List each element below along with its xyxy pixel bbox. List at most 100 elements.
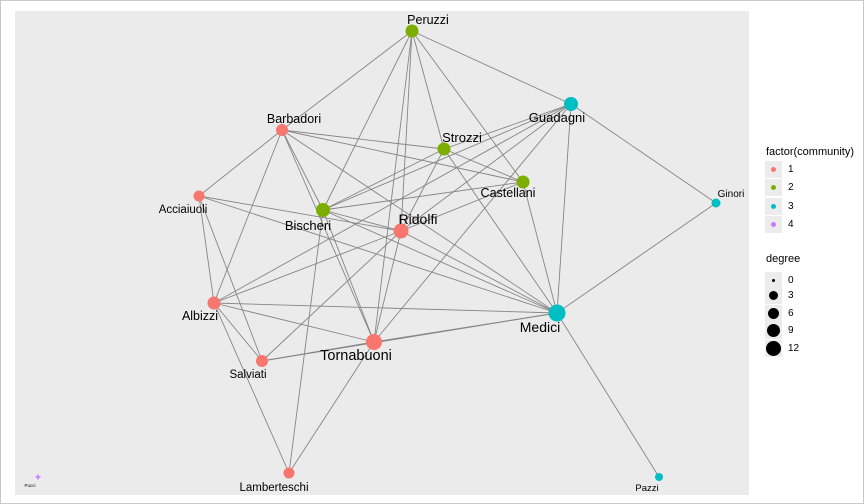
edge-Barbadori-Medici — [281, 129, 558, 314]
legend-item-label: 1 — [788, 164, 794, 175]
edge-Guadagni-Tornabuoni — [373, 103, 572, 343]
node-label-Ginori: Ginori — [718, 189, 745, 200]
node-Lamberteschi — [283, 467, 295, 479]
node-Strozzi — [437, 142, 451, 156]
edge-Medici-Pazzi — [556, 312, 660, 478]
edge-Castellani-Ridolfi — [400, 181, 524, 232]
node-Ginori — [711, 198, 721, 208]
edge-Albizzi-Tornabuoni — [213, 302, 375, 343]
legend-item-degree-6: 6 — [765, 305, 794, 322]
degree-0-dot-icon — [772, 279, 775, 282]
legend-community-title: factor(community) — [766, 146, 855, 158]
legend-item-community-3: 3 — [765, 197, 854, 215]
edge-Salviati-Tornabuoni — [261, 341, 375, 362]
node-Pucci-plus-icon — [35, 474, 41, 480]
edge-Acciaiuoli-Medici — [198, 195, 558, 314]
edge-Ginori-Guadagni — [570, 103, 717, 204]
edge-Castellani-Medici — [522, 181, 558, 314]
edge-Bischeri-Guadagni — [322, 103, 572, 211]
edge-Barbadori-Bischeri — [281, 129, 324, 211]
edge-Albizzi-Barbadori — [213, 129, 283, 304]
node-label-Castellani: Castellani — [481, 186, 536, 200]
degree-3-dot-icon — [769, 291, 778, 300]
node-label-Barbadori: Barbadori — [267, 112, 321, 126]
edge-Guadagni-Medici — [556, 103, 572, 314]
edge-Medici-Strozzi — [443, 148, 558, 314]
node-Guadagni — [564, 97, 578, 111]
edge-Ridolfi-Tornabuoni — [373, 230, 402, 343]
legend-item-degree-12: 12 — [765, 340, 799, 357]
legend-key — [765, 287, 782, 304]
legend-key — [765, 197, 782, 215]
edge-Guadagni-Ridolfi — [400, 103, 572, 232]
node-Castellani — [516, 175, 530, 189]
node-label-Albizzi: Albizzi — [182, 309, 218, 323]
edge-Bischeri-Medici — [322, 209, 558, 314]
node-Ridolfi — [393, 223, 409, 239]
legend-item-label: 3 — [788, 200, 794, 212]
legend-item-degree-9: 9 — [765, 322, 794, 339]
edge-Guadagni-Strozzi — [443, 103, 572, 150]
legend-degree: degree 0 3 6 9 12 — [765, 253, 863, 368]
node-Pazzi — [655, 473, 663, 481]
legend-key — [765, 179, 782, 197]
node-label-Ridolfi: Ridolfi — [399, 211, 438, 227]
degree-12-dot-icon — [766, 341, 781, 356]
legend-item-label: 2 — [788, 182, 794, 194]
edge-Medici-Tornabuoni — [373, 312, 558, 343]
node-Tornabuoni — [366, 334, 382, 350]
node-label-Guadagni: Guadagni — [529, 110, 585, 125]
community-3-dot-icon — [771, 203, 776, 209]
edge-Ridolfi-Salviati — [261, 230, 402, 362]
edge-Albizzi-Medici — [213, 302, 558, 314]
edge-Barbadori-Castellani — [281, 129, 524, 183]
edge-Peruzzi-Ridolfi — [400, 30, 413, 232]
edge-Lamberteschi-Tornabuoni — [288, 341, 375, 474]
degree-9-dot-icon — [767, 324, 780, 337]
node-label-Strozzi: Strozzi — [442, 130, 482, 145]
legend-key — [765, 322, 782, 339]
edge-Albizzi-Ridolfi — [213, 230, 402, 304]
legend-key — [765, 272, 782, 289]
node-layer — [35, 24, 721, 481]
legend-item-label: 0 — [788, 275, 794, 286]
edge-Barbadori-Strozzi — [281, 129, 445, 150]
legend-item-degree-3: 3 — [765, 287, 794, 304]
edge-Ridolfi-Strozzi — [400, 148, 445, 232]
edge-Castellani-Peruzzi — [411, 30, 524, 183]
node-label-Tornabuoni: Tornabuoni — [320, 348, 392, 364]
node-label-layer: Acciaiuoli Albizzi Barbadori Bischeri Castel… — [24, 13, 744, 494]
community-4-dot-icon — [771, 221, 776, 227]
legend-item-community-1: 1 — [765, 161, 854, 178]
legend-item-label: 9 — [788, 325, 794, 336]
edge-Peruzzi-Tornabuoni — [373, 30, 413, 343]
edge-Bischeri-Peruzzi — [322, 30, 413, 211]
legend-community: factor(community) 1 2 3 4 — [765, 146, 854, 234]
edge-Guadagni-Peruzzi — [411, 30, 572, 105]
edge-Acciaiuoli-Albizzi — [198, 195, 215, 304]
edge-Bischeri-Castellani — [322, 181, 524, 211]
edge-Barbadori-Tornabuoni — [281, 129, 375, 343]
node-Barbadori — [276, 124, 288, 136]
legend-item-label: 6 — [788, 308, 794, 319]
edge-Bischeri-Tornabuoni — [322, 209, 375, 343]
legend-degree-title: degree — [766, 253, 801, 265]
edge-Peruzzi-Strozzi — [411, 30, 445, 150]
legend-key — [765, 305, 782, 322]
edge-Albizzi-Salviati — [213, 302, 263, 362]
legend-item-label: 3 — [788, 290, 794, 301]
edge-Barbadori-Peruzzi — [281, 30, 413, 131]
plot-panel — [15, 11, 749, 495]
node-Medici — [548, 304, 566, 322]
edge-Albizzi-Lamberteschi — [213, 302, 290, 474]
node-label-Medici: Medici — [520, 319, 560, 335]
node-Peruzzi — [405, 24, 419, 38]
legend-item-community-2: 2 — [765, 179, 854, 197]
legend-key — [765, 161, 782, 178]
community-2-dot-icon — [771, 185, 776, 191]
community-1-dot-icon — [771, 167, 776, 172]
legend-item-community-4: 4 — [765, 215, 854, 233]
node-Salviati — [256, 355, 268, 367]
